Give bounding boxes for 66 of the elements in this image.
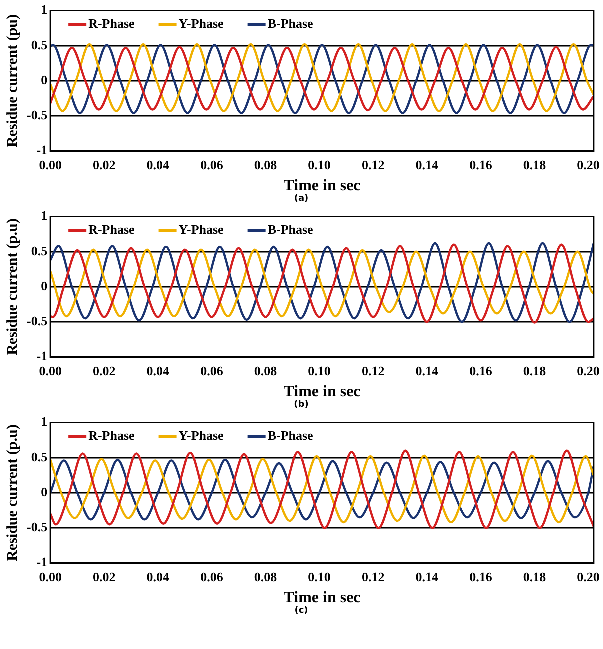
x-tick-label: 0.04 xyxy=(146,363,170,378)
x-tick-label: 0.10 xyxy=(308,363,331,378)
y-tick-label: 0 xyxy=(41,484,48,500)
y-tick-label: 0.5 xyxy=(31,449,48,464)
x-tick-label: 0.14 xyxy=(416,363,440,378)
x-tick-label: 0.16 xyxy=(470,569,493,584)
x-tick-label: 0.06 xyxy=(200,569,224,584)
text: (b) xyxy=(293,400,310,412)
y-tick-label: 0.5 xyxy=(31,37,48,52)
x-axis-title: Time in sec xyxy=(284,384,361,401)
x-tick-label: 0.00 xyxy=(39,363,62,378)
x-tick-label: 0.00 xyxy=(39,157,62,172)
x-tick-label: 0.00 xyxy=(39,569,62,584)
x-tick-label: 0.06 xyxy=(200,157,224,172)
x-tick-label: 0.08 xyxy=(254,157,278,172)
y-axis-title: Residue current (p.u) xyxy=(4,424,21,562)
x-axis-title: Time in sec xyxy=(284,590,361,607)
legend-label: R-Phase xyxy=(88,16,136,32)
x-tick-label: 0.16 xyxy=(470,363,493,378)
x-tick-label: 0.08 xyxy=(254,363,278,378)
x-tick-label: 0.06 xyxy=(200,363,224,378)
x-tick-label: 0.04 xyxy=(146,157,170,172)
x-tick-label: 0.12 xyxy=(362,157,385,172)
x-tick-label: 0.18 xyxy=(523,363,547,378)
y-tick-label: 1 xyxy=(41,208,48,224)
x-tick-label: 0.08 xyxy=(254,569,278,584)
x-tick-label: 0.20 xyxy=(577,363,600,378)
x-tick-label: 0.10 xyxy=(308,569,331,584)
y-axis-title: Residue current (p.u) xyxy=(4,218,21,356)
y-tick-label: 0 xyxy=(41,72,48,88)
y-tick-label: -0.5 xyxy=(26,313,48,328)
legend-label: Y-Phase xyxy=(178,222,224,238)
x-tick-label: 0.20 xyxy=(577,157,600,172)
x-tick-label: 0.18 xyxy=(523,569,547,584)
x-axis-title: Time in sec xyxy=(284,178,361,195)
x-tick-label: 0.04 xyxy=(146,569,170,584)
y-tick-label: -1 xyxy=(36,142,48,158)
y-tick-label: -0.5 xyxy=(26,107,48,122)
y-tick-label: -0.5 xyxy=(26,519,48,534)
x-tick-label: 0.02 xyxy=(93,157,116,172)
x-tick-label: 0.12 xyxy=(362,569,385,584)
y-tick-label: 1 xyxy=(41,2,48,18)
text: (c) xyxy=(294,606,310,618)
legend-label: Y-Phase xyxy=(178,428,224,444)
x-tick-label: 0.18 xyxy=(523,157,547,172)
x-tick-label: 0.16 xyxy=(470,157,493,172)
x-tick-label: 0.02 xyxy=(93,569,116,584)
y-tick-label: 1 xyxy=(41,414,48,430)
legend-label: Y-Phase xyxy=(178,16,224,32)
x-tick-label: 0.20 xyxy=(577,569,600,584)
y-tick-label: 0.5 xyxy=(31,243,48,258)
legend-label: B-Phase xyxy=(268,428,314,444)
legend-label: B-Phase xyxy=(268,16,314,32)
y-tick-label: -1 xyxy=(36,554,48,570)
x-tick-label: 0.02 xyxy=(93,363,116,378)
x-tick-label: 0.12 xyxy=(362,363,385,378)
legend-label: R-Phase xyxy=(88,428,136,444)
y-axis-title: Residue current (pu) xyxy=(4,14,21,148)
y-tick-label: 0 xyxy=(41,278,48,294)
x-tick-label: 0.14 xyxy=(416,157,440,172)
x-tick-label: 0.10 xyxy=(308,157,331,172)
legend-label: R-Phase xyxy=(88,222,136,238)
legend-label: B-Phase xyxy=(268,222,314,238)
text: (a) xyxy=(293,194,310,206)
x-tick-label: 0.14 xyxy=(416,569,440,584)
y-tick-label: -1 xyxy=(36,348,48,364)
